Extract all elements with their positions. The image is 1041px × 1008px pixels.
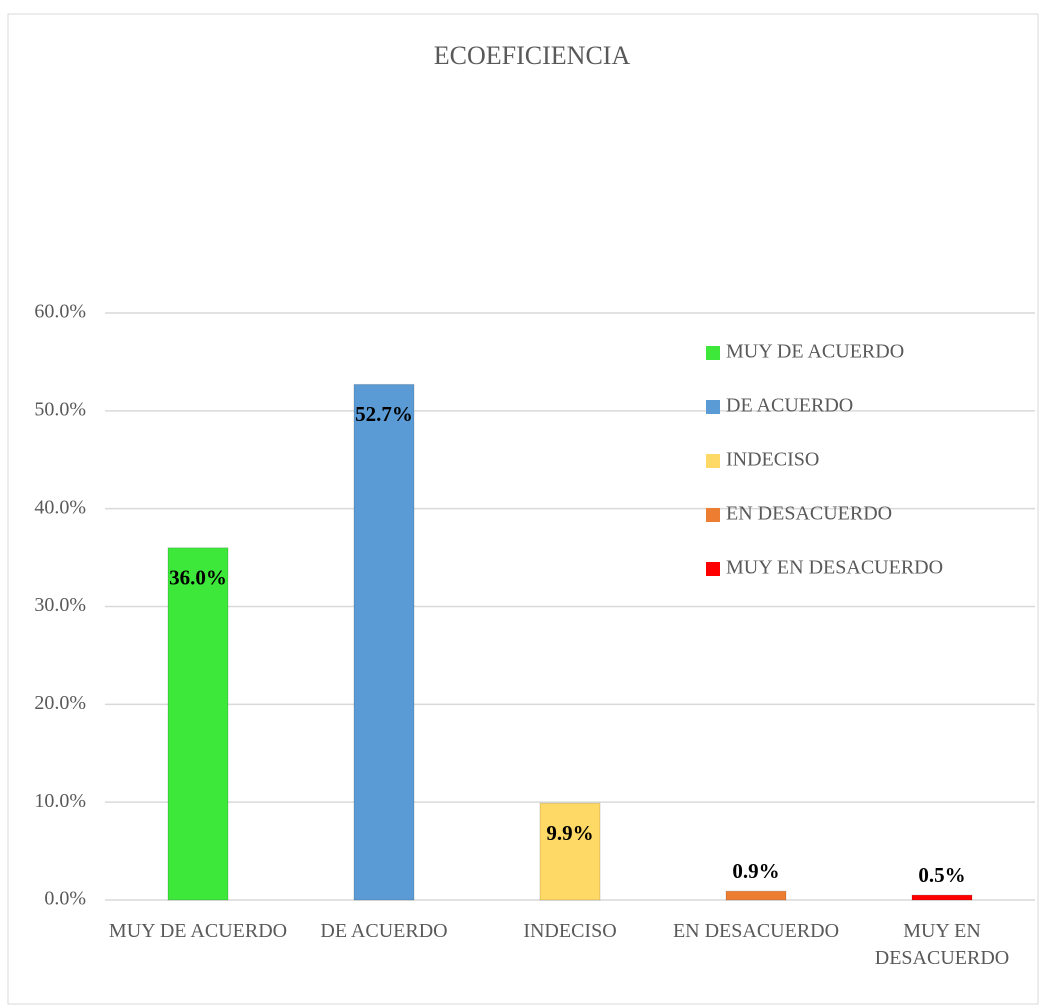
x-tick-label: EN DESACUERDO: [672, 920, 840, 942]
legend-label: MUY DE ACUERDO: [726, 341, 904, 363]
frame: [7, 13, 1039, 1005]
y-tick-label: 0.0%: [44, 888, 86, 910]
legend-label: MUY EN DESACUERDO: [726, 557, 943, 579]
bar: [167, 547, 229, 901]
y-tick-label: 50.0%: [34, 398, 86, 420]
legend-label: DE ACUERDO: [726, 395, 853, 417]
y-tick-label: 60.0%: [34, 301, 86, 323]
legend-label: INDECISO: [726, 449, 819, 471]
bar: [725, 890, 787, 901]
data-label: 52.7%: [355, 402, 413, 426]
chart-title: ECOEFICIENCIA: [434, 41, 631, 70]
y-tick-label: 40.0%: [34, 496, 86, 518]
y-tick-label: 20.0%: [34, 692, 86, 714]
legend-swatch: [706, 400, 720, 414]
legend-swatch: [706, 562, 720, 576]
data-label: 9.9%: [546, 821, 593, 845]
x-tick-label: DE ACUERDO: [320, 920, 448, 942]
x-tick-label: MUY EN DESACUERDO: [874, 920, 1010, 969]
legend-swatch: [706, 454, 720, 468]
legend-swatch: [706, 508, 720, 522]
bar: [911, 894, 973, 901]
y-tick-label: 30.0%: [34, 594, 86, 616]
x-tick-label: INDECISO: [523, 920, 617, 942]
data-label: 36.0%: [169, 566, 227, 590]
bar: [353, 383, 415, 901]
x-tick-label: MUY DE ACUERDO: [108, 920, 288, 942]
y-tick-label: 10.0%: [34, 790, 86, 812]
legend-swatch: [706, 346, 720, 360]
data-label: 0.5%: [918, 863, 965, 887]
legend-label: EN DESACUERDO: [726, 503, 892, 525]
data-label: 0.9%: [732, 859, 779, 883]
bar: [539, 802, 601, 901]
